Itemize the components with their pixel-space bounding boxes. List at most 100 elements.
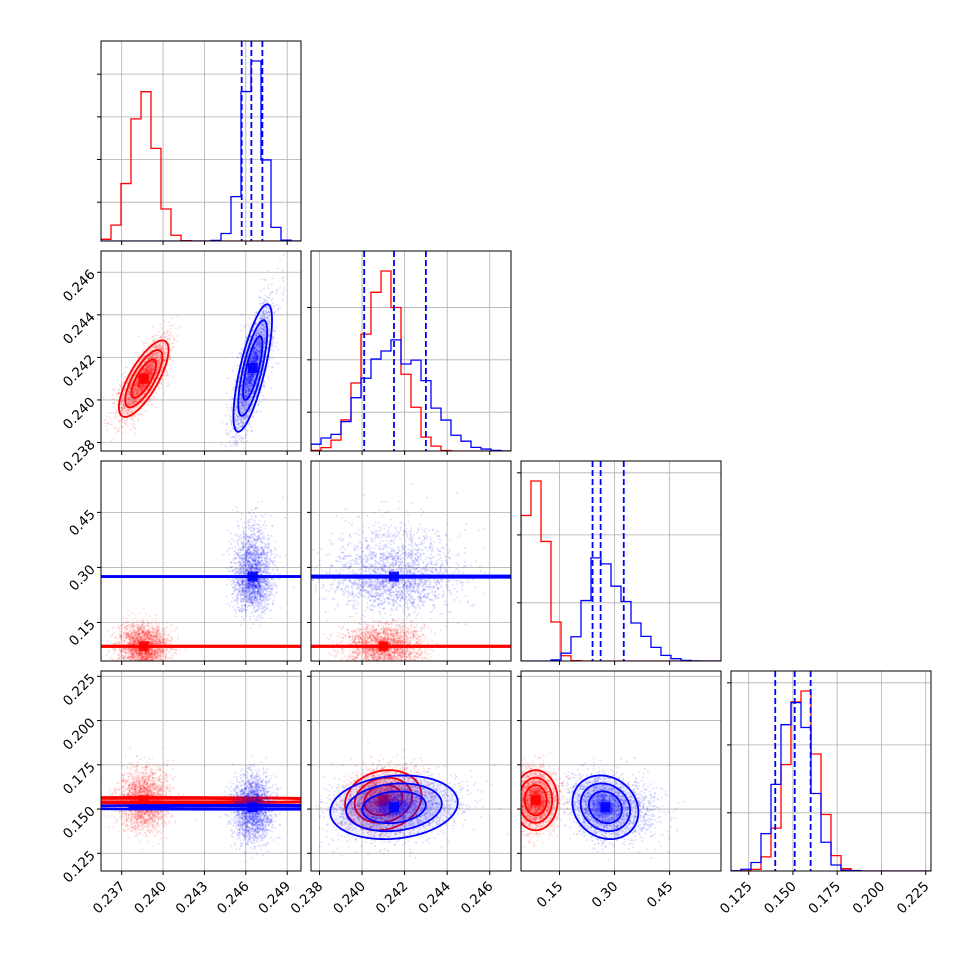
red-density-peak bbox=[138, 373, 149, 384]
blue-sample-point bbox=[229, 398, 232, 401]
blue-sample-point bbox=[263, 294, 266, 297]
blue-sample-point bbox=[248, 420, 251, 423]
blue-sample-point bbox=[271, 302, 274, 305]
red-sample-point bbox=[127, 397, 130, 400]
blue-sample-point bbox=[269, 292, 272, 295]
red-sample-point bbox=[165, 335, 168, 338]
red-sample-point bbox=[155, 354, 158, 357]
red-sample-point bbox=[177, 327, 180, 330]
red-sample-point bbox=[155, 391, 158, 394]
red-sample-point bbox=[132, 402, 135, 405]
red-sample-point bbox=[135, 381, 138, 384]
red-sample-point bbox=[137, 387, 140, 390]
red-sample-point bbox=[136, 393, 139, 396]
red-sample-point bbox=[139, 389, 142, 392]
blue-histogram-0 bbox=[101, 60, 301, 241]
red-sample-point bbox=[146, 358, 149, 361]
red-sample-point bbox=[113, 417, 116, 420]
blue-sample-point bbox=[259, 289, 262, 292]
red-sample-point bbox=[134, 387, 137, 390]
red-sample-point bbox=[152, 363, 155, 366]
red-sample-point bbox=[132, 391, 135, 394]
red-sample-point bbox=[164, 371, 167, 374]
red-sample-point bbox=[128, 389, 131, 392]
blue-sample-point bbox=[271, 297, 274, 300]
red-sample-point bbox=[151, 346, 154, 349]
red-sample-point bbox=[120, 627, 123, 630]
blue-sample-point bbox=[240, 324, 243, 327]
red-sample-point bbox=[135, 382, 138, 385]
red-sample-point bbox=[149, 364, 152, 367]
red-sample-point bbox=[143, 344, 146, 347]
hist-panel-1 bbox=[307, 250, 512, 455]
red-sample-point bbox=[131, 379, 134, 382]
red-sample-point bbox=[149, 372, 152, 375]
red-sample-point bbox=[135, 399, 138, 402]
red-sample-point bbox=[128, 396, 131, 399]
red-sample-point bbox=[163, 332, 166, 335]
red-sample-point bbox=[148, 376, 151, 379]
blue-sample-point bbox=[276, 341, 279, 344]
red-sample-point bbox=[135, 392, 138, 395]
blue-sample-point bbox=[243, 459, 245, 461]
y-tick-label: 0.240 bbox=[60, 394, 99, 433]
red-sample-point bbox=[129, 397, 132, 400]
red-sample-point bbox=[157, 356, 160, 359]
red-sample-point bbox=[149, 367, 152, 370]
blue-sample-point bbox=[277, 348, 280, 351]
blue-sample-point bbox=[263, 301, 266, 304]
red-sample-point bbox=[148, 362, 151, 365]
red-sample-point bbox=[118, 384, 121, 387]
red-sample-point bbox=[135, 391, 138, 394]
red-sample-point bbox=[147, 367, 150, 370]
red-sample-point bbox=[138, 389, 141, 392]
blue-sample-point bbox=[273, 330, 276, 333]
blue-sample-point bbox=[276, 267, 279, 270]
red-sample-point bbox=[135, 383, 138, 386]
red-sample-point bbox=[164, 374, 167, 377]
red-sample-point bbox=[140, 402, 143, 405]
red-sample-point bbox=[173, 339, 176, 342]
red-sample-point bbox=[148, 372, 151, 375]
red-sample-point bbox=[143, 370, 146, 373]
red-sample-point bbox=[128, 401, 131, 404]
blue-sample-point bbox=[267, 287, 270, 290]
red-sample-point bbox=[121, 421, 124, 424]
red-sample-point bbox=[152, 360, 155, 363]
red-sample-point bbox=[112, 437, 115, 440]
blue-sample-point bbox=[268, 293, 271, 296]
red-sample-point bbox=[130, 402, 133, 405]
blue-sample-point bbox=[245, 336, 248, 339]
blue-sample-point bbox=[228, 432, 231, 435]
blue-sample-point bbox=[278, 307, 281, 310]
red-sample-point bbox=[159, 341, 162, 344]
red-sample-point bbox=[150, 371, 153, 374]
blue-sample-point bbox=[235, 364, 238, 367]
red-sample-point bbox=[169, 358, 172, 361]
red-sample-point bbox=[149, 397, 152, 400]
red-sample-point bbox=[112, 389, 115, 392]
red-sample-point bbox=[131, 409, 134, 412]
red-sample-point bbox=[171, 324, 174, 327]
blue-sample-point bbox=[231, 444, 234, 447]
red-sample-point bbox=[174, 327, 177, 330]
red-sample-point bbox=[158, 347, 161, 350]
red-sample-point bbox=[155, 356, 158, 359]
red-sample-point bbox=[124, 366, 127, 369]
red-sample-point bbox=[128, 399, 131, 402]
red-sample-point bbox=[176, 334, 179, 337]
red-sample-point bbox=[132, 391, 135, 394]
red-sample-point bbox=[136, 412, 139, 415]
red-sample-point bbox=[158, 387, 161, 390]
blue-sample-point bbox=[281, 269, 284, 272]
red-sample-point bbox=[151, 404, 154, 407]
red-sample-point bbox=[158, 362, 161, 365]
red-sample-point bbox=[148, 363, 151, 366]
blue-sample-point bbox=[230, 403, 233, 406]
blue-sample-point bbox=[263, 398, 266, 401]
red-sample-point bbox=[136, 378, 139, 381]
blue-sample-point bbox=[230, 351, 233, 354]
red-sample-point bbox=[159, 346, 162, 349]
red-sample-point bbox=[152, 335, 155, 338]
blue-sample-point bbox=[234, 380, 237, 383]
